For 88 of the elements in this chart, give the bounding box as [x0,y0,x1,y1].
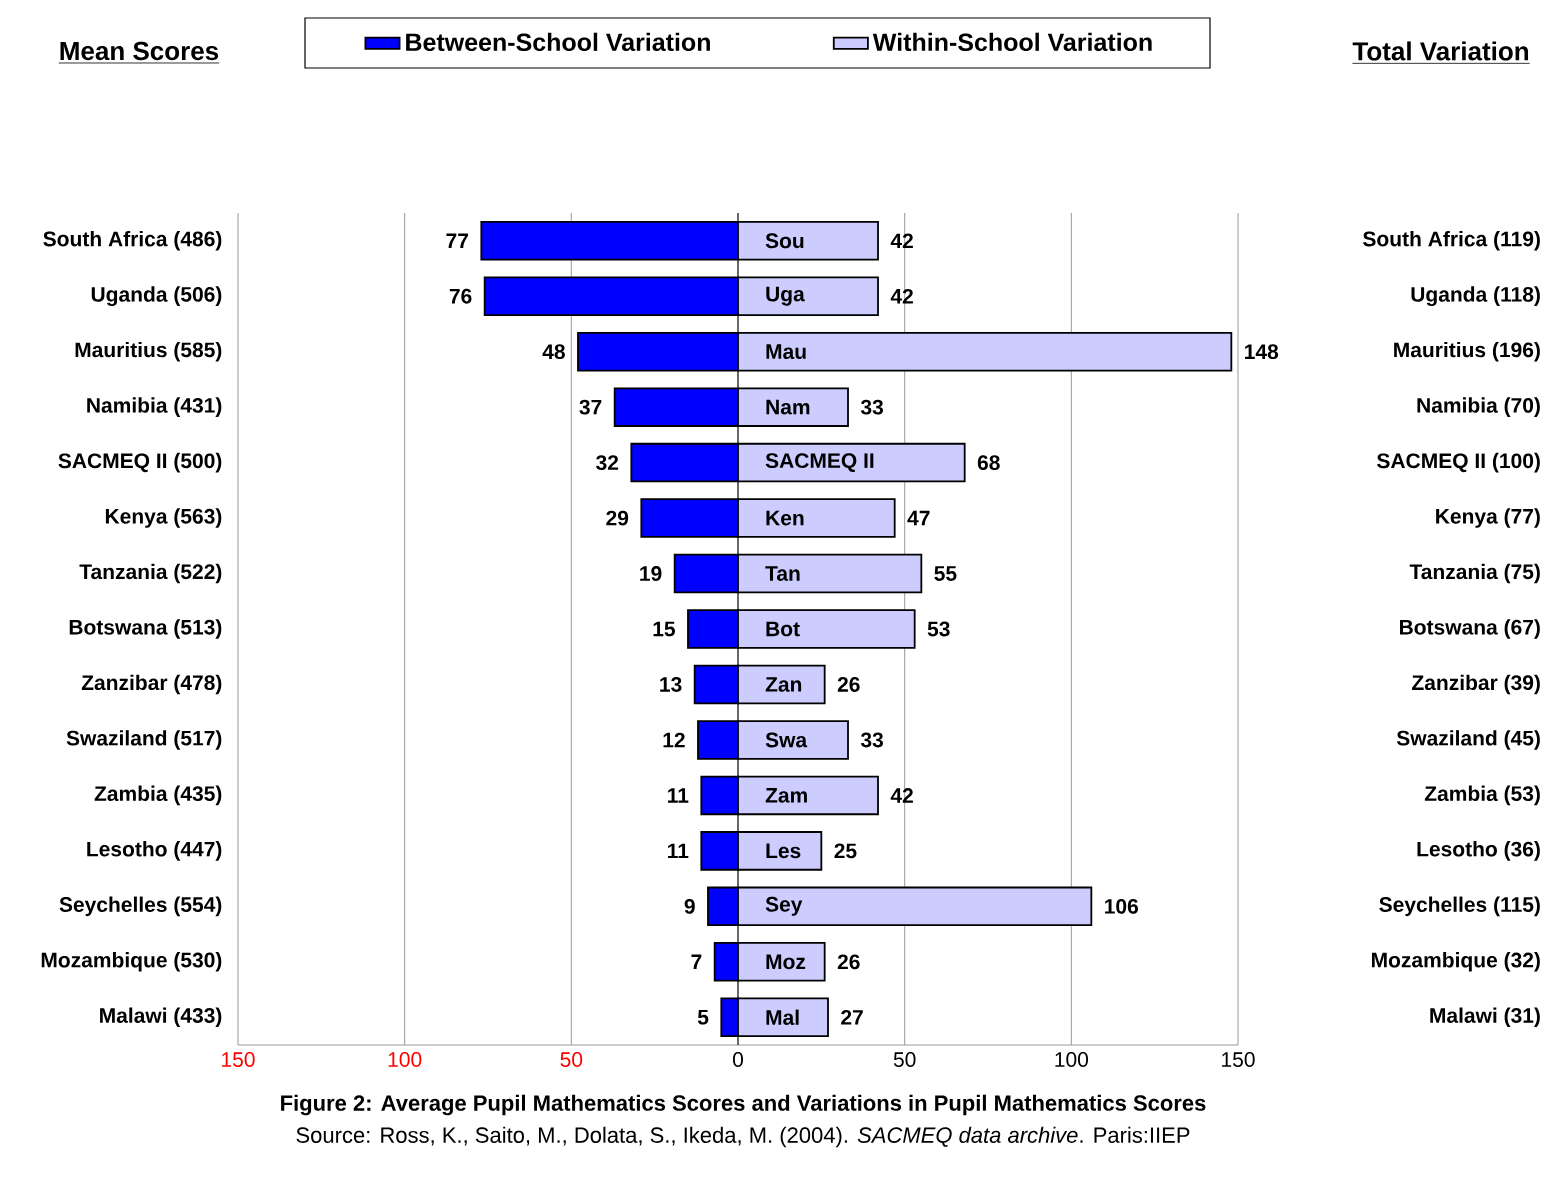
y-tick-label: Mau [766,344,806,360]
text: Tanzania (75) [1409,563,1540,584]
text: Mozambique (32) [1372,952,1540,972]
data-label: 25 [834,843,857,859]
text: Botswana (67) [1399,619,1540,639]
y-tick-label: Tan [765,566,800,581]
data-label: 37 [579,399,602,415]
data-label: 76 [449,288,472,304]
data-label: 9 [684,898,695,914]
text: Kenya (77) [1436,508,1540,528]
data-label: 11 [668,843,689,859]
y-tick-label: Moz [766,954,806,970]
data-label: 7 [691,954,702,970]
text: Uganda (118) [1411,286,1540,307]
y-tick-label: Sou [765,233,804,249]
x-tick-label: 0 [732,1052,744,1067]
x-tick-label: 50 [560,1052,583,1067]
text: Malawi (31) [1430,1007,1540,1028]
data-label: 5 [697,1009,709,1025]
data-label: 106 [1105,898,1139,914]
data-label: 27 [841,1009,863,1025]
text: Seychelles (115) [1379,896,1540,917]
data-label: 48 [542,344,565,360]
legend-label: Within-School Variation [872,32,1152,52]
text: Zanzibar (39) [1412,674,1540,695]
y-tick-label: Mauritius (585) [75,341,222,362]
y-tick-label: Botswana (513) [69,619,222,639]
data-label: 148 [1245,344,1279,360]
legend-label: Between-School Variation [406,32,710,52]
x-tick-label: 50 [893,1052,916,1067]
y-tick-label: Zambia (435) [94,785,222,806]
y-tick-label: Zam [765,788,807,803]
text: Lesotho (36) [1417,841,1540,861]
data-label: 12 [663,732,685,748]
text: Figure 2: Average Pupil Mathematics Scores and Variations in Pupil Mathematics Scores [281,1094,1206,1116]
y-tick-label: Mal [766,1009,799,1025]
data-label: 77 [446,233,468,248]
data-label: 19 [640,566,662,581]
y-tick-label: Zanzibar (478) [81,674,222,695]
y-axis-title: Mean Scores [60,41,219,61]
y-tick-label: Kenya (563) [105,508,222,528]
text: Swaziland (45) [1396,730,1540,750]
x-tick-label: 150 [222,1052,255,1067]
y-tick-label: Mozambique (530) [41,952,222,972]
data-label: 42 [890,288,913,304]
text: Namibia (70) [1417,397,1540,417]
y-tick-label: Bot [766,621,800,637]
text: Zambia (53) [1424,785,1540,806]
y-tick-label: Seychelles (554) [59,896,222,917]
data-label: 68 [977,455,1000,471]
y-tick-label: Lesotho (447) [87,841,222,861]
text: SACMEQ II (100) [1377,452,1540,473]
y2-axis-title: Total Variation [1352,41,1529,61]
text: Mauritius (196) [1394,341,1540,362]
data-label: 42 [890,233,913,249]
y-tick-label: Uga [766,286,805,306]
data-label: 42 [890,788,913,803]
data-label: 15 [653,621,675,637]
data-label: 53 [927,621,950,637]
data-label: 29 [606,510,629,526]
y-tick-label: Tanzania (522) [79,563,222,584]
data-label: 13 [660,677,682,692]
x-tick-label: 150 [1222,1052,1255,1067]
y-tick-label: Uganda (506) [91,286,222,307]
x-tick-label: 100 [388,1052,422,1067]
y-tick-label: Malawi (433) [100,1007,222,1028]
y-tick-label: Swa [765,732,808,748]
data-label: 55 [934,566,957,581]
data-label: 47 [907,510,930,526]
data-label: 32 [596,455,619,471]
data-label: 26 [837,677,860,692]
y-tick-label: Swaziland (517) [66,730,222,750]
text: South Africa (119) [1363,230,1540,251]
y-tick-label: SACMEQ II (500) [58,452,222,473]
x-tick-label: 100 [1055,1052,1089,1067]
y-tick-label: Sey [765,896,803,916]
y-tick-label: Zan [765,677,802,692]
data-label: 26 [837,954,860,970]
y-tick-label: Nam [766,399,810,415]
y-tick-label: SACMEQ II [765,453,874,473]
y-tick-label: Namibia (431) [87,397,222,417]
y-tick-label: South Africa (486) [43,230,222,251]
data-label: 33 [860,399,883,415]
source-note: Source: Ross, K., Saito, M., Dolata, S., Ikeda, M. (2004). SACMEQ data archive. Paris:IIEP [296,1126,1190,1148]
y-tick-label: Les [766,843,801,859]
data-label: 33 [860,732,883,748]
data-label: 11 [668,788,689,803]
y-tick-label: Ken [766,510,804,526]
